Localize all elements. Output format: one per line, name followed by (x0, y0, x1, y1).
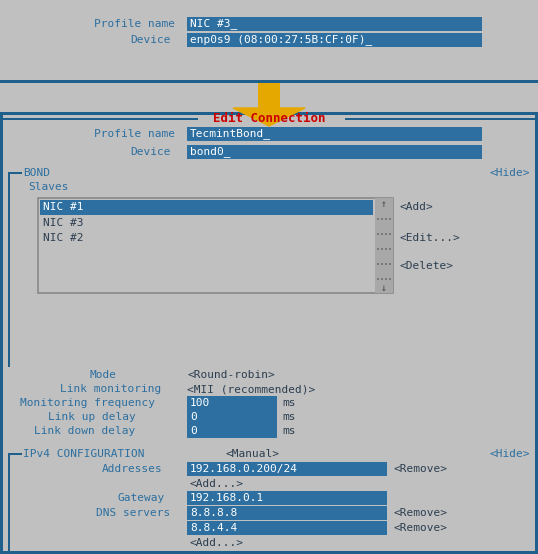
Text: <Add...>: <Add...> (190, 479, 244, 489)
Bar (38, 198, 393, 293)
Bar (0, 551, 538, 554)
Text: BOND: BOND (23, 168, 50, 178)
Text: Link up delay: Link up delay (48, 412, 136, 422)
Bar (8, 453, 22, 455)
Bar (389, 233, 391, 235)
Text: <MII (recommended)>: <MII (recommended)> (187, 384, 315, 394)
Bar (187, 33, 482, 47)
Text: <Remove>: <Remove> (393, 464, 447, 474)
Bar (385, 263, 387, 265)
Bar (187, 127, 482, 141)
Text: Edit Connection: Edit Connection (213, 112, 325, 126)
Text: <Hide>: <Hide> (490, 449, 530, 459)
Bar (377, 278, 379, 280)
Text: <Remove>: <Remove> (393, 523, 447, 533)
Text: NIC #3: NIC #3 (43, 218, 83, 228)
Bar (187, 521, 387, 535)
Text: Mode: Mode (90, 370, 117, 380)
Bar (187, 506, 387, 520)
Bar (377, 218, 379, 220)
Bar (0, 112, 3, 554)
Bar (385, 218, 387, 220)
Bar (3, 118, 198, 120)
Bar (381, 263, 383, 265)
Text: ↑: ↑ (381, 199, 387, 209)
Bar (381, 233, 383, 235)
Bar (381, 218, 383, 220)
Text: ↓: ↓ (381, 283, 387, 293)
Text: <Add...>: <Add...> (190, 538, 244, 548)
Text: TecmintBond_: TecmintBond_ (190, 129, 271, 140)
Text: 0: 0 (190, 412, 197, 422)
Text: <Round-robin>: <Round-robin> (187, 370, 275, 380)
Bar (381, 248, 383, 250)
Text: enp0s9 (08:00:27:5B:CF:0F)_: enp0s9 (08:00:27:5B:CF:0F)_ (190, 34, 372, 45)
Polygon shape (233, 108, 305, 126)
Bar (381, 278, 383, 280)
Text: <Add>: <Add> (399, 202, 433, 212)
Bar (389, 248, 391, 250)
Text: NIC #2: NIC #2 (43, 233, 83, 243)
Text: <Delete>: <Delete> (399, 261, 453, 271)
Bar (187, 424, 277, 438)
Text: 100: 100 (190, 398, 210, 408)
Bar (377, 248, 379, 250)
Text: Monitoring frequency: Monitoring frequency (20, 398, 155, 408)
Bar (389, 218, 391, 220)
Text: ms: ms (282, 426, 295, 436)
Bar (0, 80, 538, 83)
Bar (187, 17, 482, 31)
Bar (8, 172, 22, 174)
Text: Slaves: Slaves (28, 182, 68, 192)
Bar (8, 172, 10, 367)
Text: bond0_: bond0_ (190, 147, 230, 157)
Bar (187, 396, 277, 410)
Text: DNS servers: DNS servers (96, 508, 170, 518)
Text: 192.168.0.1: 192.168.0.1 (190, 493, 264, 503)
Text: NIC #3_: NIC #3_ (190, 18, 237, 29)
Text: <Remove>: <Remove> (393, 508, 447, 518)
Bar (375, 198, 393, 293)
Text: 192.168.0.200/24: 192.168.0.200/24 (190, 464, 298, 474)
Text: Profile name: Profile name (94, 129, 175, 139)
Bar (535, 112, 538, 554)
Text: Addresses: Addresses (102, 464, 163, 474)
Bar (385, 248, 387, 250)
Bar (385, 233, 387, 235)
Bar (377, 233, 379, 235)
Text: <Manual>: <Manual> (225, 449, 279, 459)
Bar (0, 112, 538, 115)
Text: ms: ms (282, 398, 295, 408)
Bar (389, 278, 391, 280)
Text: 0: 0 (190, 426, 197, 436)
Text: <Edit...>: <Edit...> (399, 233, 460, 243)
Bar (187, 491, 387, 505)
Text: Profile name: Profile name (94, 19, 175, 29)
Bar (389, 263, 391, 265)
Bar (8, 453, 10, 554)
Text: <Hide>: <Hide> (490, 168, 530, 178)
Text: 8.8.4.4: 8.8.4.4 (190, 523, 237, 533)
Bar (40, 200, 373, 215)
Text: ms: ms (282, 412, 295, 422)
Bar (385, 278, 387, 280)
Bar (187, 145, 482, 159)
Bar (0, 0, 538, 82)
Text: Gateway: Gateway (118, 493, 165, 503)
Text: Device: Device (130, 35, 171, 45)
Bar (258, 83, 280, 108)
Bar (0, 112, 538, 554)
Bar (377, 263, 379, 265)
Text: IPv4 CONFIGURATION: IPv4 CONFIGURATION (23, 449, 145, 459)
Text: Device: Device (130, 147, 171, 157)
Text: Link monitoring: Link monitoring (60, 384, 161, 394)
Text: Link down delay: Link down delay (34, 426, 135, 436)
Bar (187, 462, 387, 476)
Text: NIC #1: NIC #1 (43, 202, 83, 212)
Bar (345, 118, 535, 120)
Bar (187, 410, 277, 424)
Text: 8.8.8.8: 8.8.8.8 (190, 508, 237, 518)
